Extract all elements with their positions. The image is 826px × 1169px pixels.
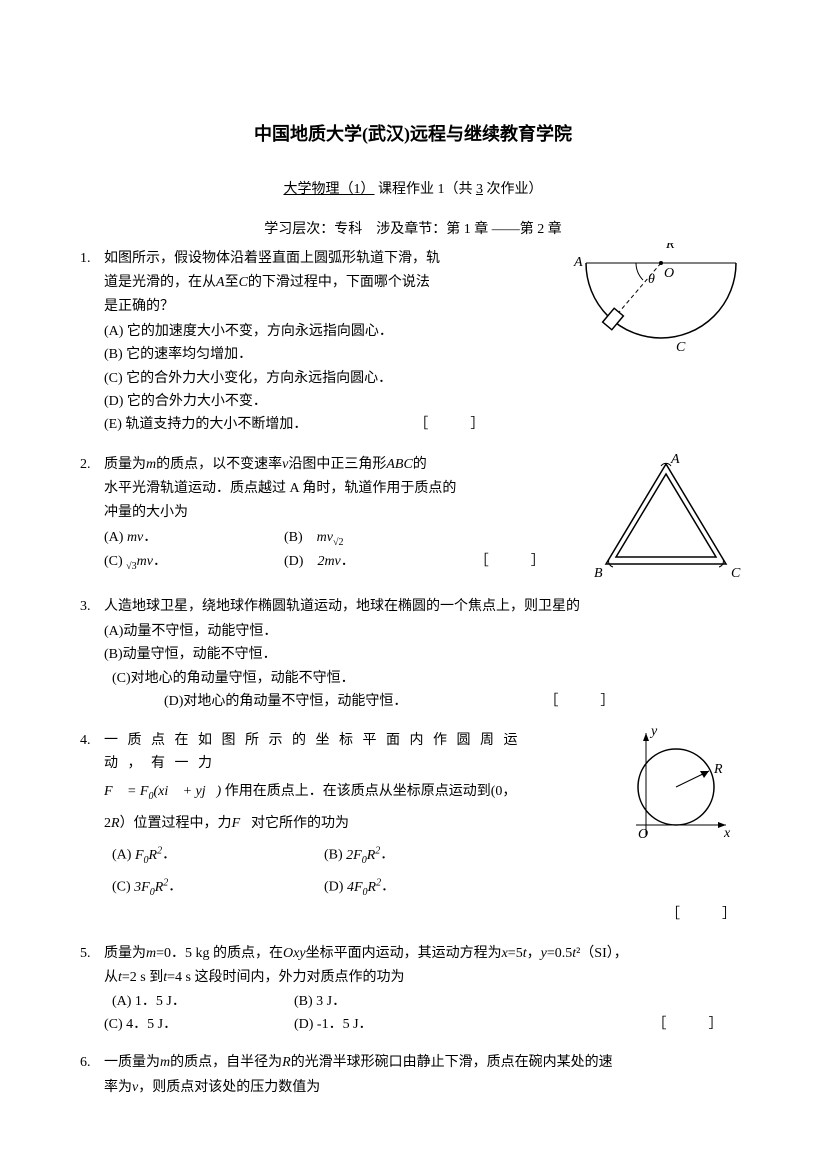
question-2: 2. 质量为m的质点，以不变速率v沿图中正三角形ABC的 水平光滑轨道运动．质点… [80,454,746,575]
question-3: 3. 人造地球卫星，绕地球作椭圆轨道运动，地球在椭圆的一个焦点上，则卫星的 (A… [80,596,746,714]
svg-text:R: R [713,762,723,777]
svg-text:C: C [731,566,741,581]
q6-line2: 率为v，则质点对该处的压力数值为 [104,1077,746,1099]
course-name: 大学物理（1） [284,182,375,197]
q1-answer-bracket: ［ ］ [414,414,484,436]
q1-line1: 如图所示，假设物体沿着竖直面上圆弧形轨道下滑，轨 [104,248,464,270]
q3-opt-c: (C)对地心的角动量守恒，动能不守恒． [104,668,746,690]
svg-text:B: B [594,566,603,581]
svg-text:θ: θ [648,272,655,287]
q3-text: 人造地球卫星，绕地球作椭圆轨道运动，地球在椭圆的一个焦点上，则卫星的 [104,596,746,618]
question-4: 4. 一 质 点 在 如 图 所 示 的 坐 标 平 面 内 作 圆 周 运 动… [80,730,746,926]
q4-num: 4. [80,730,104,926]
q1-line2: 道是光滑的，在从A至C的下滑过程中，下面哪个说法 [104,272,464,294]
svg-text:y: y [649,725,658,739]
q4-line1: 一 质 点 在 如 图 所 示 的 坐 标 平 面 内 作 圆 周 运 动 ， … [104,730,524,775]
svg-text:A: A [573,255,583,270]
course-suffix: 次作业） [487,182,543,197]
q5-line1: 质量为m=0．5 kg 的质点，在Oxy坐标平面内运动，其运动方程为x=5t，y… [104,943,746,965]
doc-title: 中国地质大学(武汉)远程与继续教育学院 [80,120,746,149]
q3-num: 3. [80,596,104,714]
question-6: 6. 一质量为m的质点，自半径为R的光滑半球形碗口由静止下滑，质点在碗内某处的速… [80,1052,746,1101]
svg-text:O: O [638,827,648,842]
q1-opt-d: (D) 它的合外力大小不变． [104,391,746,413]
svg-text:C: C [676,340,686,355]
q2-line2: 水平光滑轨道运动．质点越过 A 角时，轨道作用于质点的 [104,478,484,500]
q3-answer-bracket: ［ ］ [544,691,614,713]
q2-num: 2. [80,454,104,575]
q1-opt-e: (E) 轨道支持力的大小不断增加． ［ ］ [104,414,746,436]
q3-opt-d: (D)对地心的角动量不守恒，动能守恒． ［ ］ [104,691,746,713]
q2-line3: 冲量的大小为 [104,502,484,524]
q6-num: 6. [80,1052,104,1101]
q3-opt-a: (A)动量不守恒，动能守恒． [104,621,746,643]
svg-text:R: R [665,243,675,252]
doc-info: 学习层次：专科 涉及章节：第 1 章 ——第 2 章 [80,219,746,241]
q5-num: 5. [80,943,104,1037]
q4-line3: 2R）位置过程中，力F⃗对它所作的功为 [104,813,524,835]
q3-opt-b: (B)动量守恒，动能不守恒． [104,644,746,666]
q2-line1: 质量为m的质点，以不变速率v沿图中正三角形ABC的 [104,454,484,476]
doc-subtitle: 大学物理（1） 课程作业 1（共 3 次作业） [80,179,746,201]
q2-answer-bracket: ［ ］ [475,551,545,575]
q5-line2: 从t=2 s 到t=4 s 这段时间内，外力对质点作的功为 [104,967,746,989]
svg-text:A: A [670,452,680,467]
q5-opts-row1: (A) 1．5 J． (B) 3 J． [104,991,746,1013]
q5-answer-bracket: ［ ］ [653,1014,723,1036]
course-count: 3 [476,182,483,197]
q4-figure: y x O R [596,725,736,853]
svg-text:x: x [723,826,731,841]
q4-answer-bracket: ［ ］ [104,904,746,926]
q5-opts-row2: (C) 4．5 J． (D) -1．5 J． ［ ］ [104,1014,746,1036]
q1-line3: 是正确的？ [104,296,464,318]
svg-text:O: O [664,266,674,281]
q2-figure: A B C [586,449,746,592]
question-1: 1. 如图所示，假设物体沿着竖直面上圆弧形轨道下滑，轨 道是光滑的，在从A至C的… [80,248,746,438]
question-5: 5. 质量为m=0．5 kg 的质点，在Oxy坐标平面内运动，其运动方程为x=5… [80,943,746,1037]
course-mid: 课程作业 1（共 [378,182,473,197]
q6-line1: 一质量为m的质点，自半径为R的光滑半球形碗口由静止下滑，质点在碗内某处的速 [104,1052,746,1074]
q1-figure: R A O θ C [566,243,756,391]
q4-opts-row2: (C) 3F0R2． (D) 4F0R2． [104,875,746,900]
q4-line2: F⃗ = F0(xi⃗ + yj⃗) 作用在质点上．在该质点从坐标原点运动到(0… [104,781,524,805]
q1-num: 1. [80,248,104,438]
